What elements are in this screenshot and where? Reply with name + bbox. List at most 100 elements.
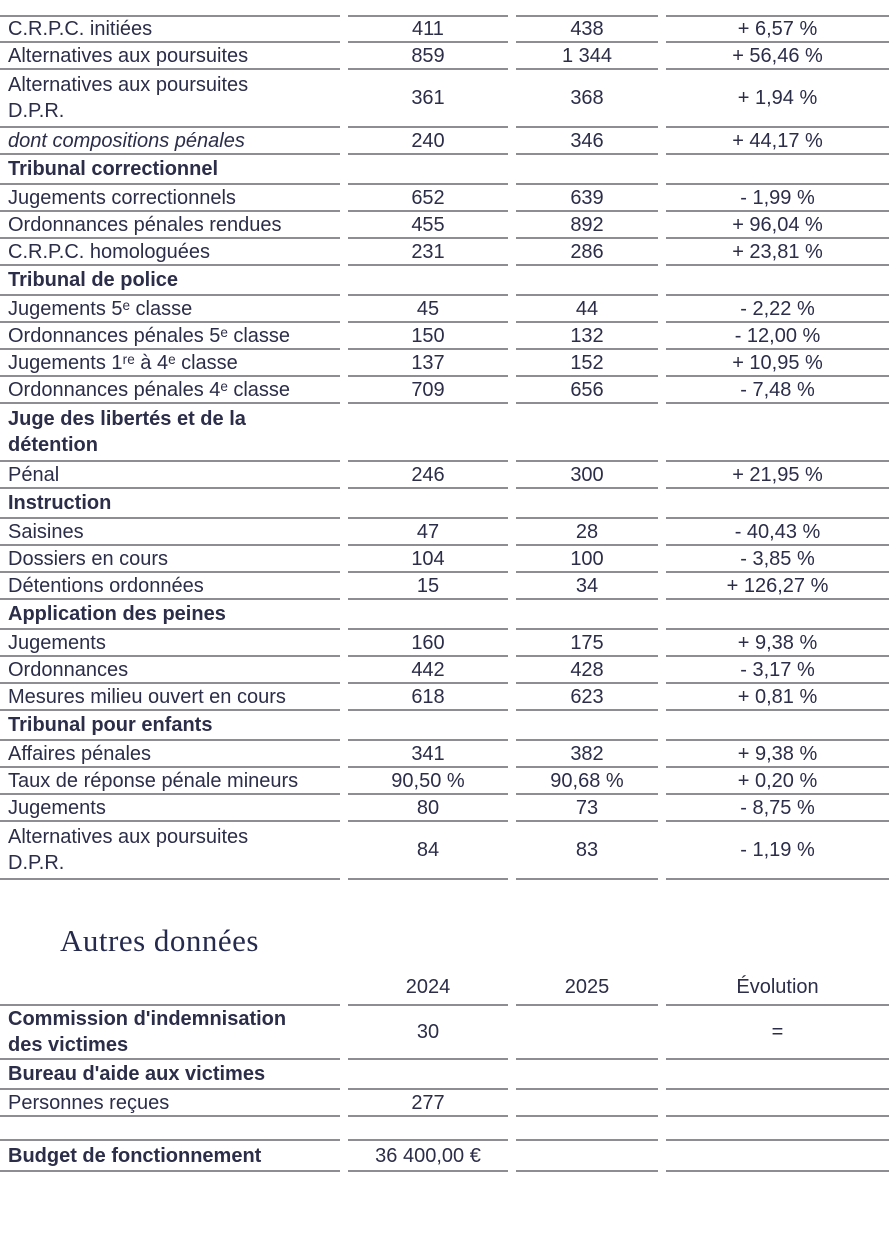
table-row: Saisines 47 28 - 40,43 %: [0, 519, 889, 546]
value-2024: 150: [348, 323, 508, 350]
value-evolution: =: [666, 1006, 889, 1060]
row-label: Affaires pénales: [0, 741, 340, 768]
value-2025: 90,68 %: [516, 768, 658, 795]
value-evolution: - 12,00 %: [666, 323, 889, 350]
value-evolution: + 9,38 %: [666, 630, 889, 657]
table-row: Jugements correctionnels 652 639 - 1,99 %: [0, 185, 889, 212]
value-2025: 175: [516, 630, 658, 657]
value-2024: 709: [348, 377, 508, 404]
row-label: Jugements: [0, 630, 340, 657]
table-row: Pénal 246 300 + 21,95 %: [0, 462, 889, 489]
row-label: Budget de fonctionnement: [0, 1141, 340, 1172]
value-2025: [516, 1006, 658, 1060]
value-2024: 30: [348, 1006, 508, 1060]
table-row: Alternatives aux poursuites D.P.R. 361 368…: [0, 70, 889, 128]
table-row: dont compositions pénales 240 346 + 44,17 %: [0, 128, 889, 155]
autres-donnees-table: 2024 2025 Évolution Commission d'indemni…: [0, 970, 889, 1172]
table-row: Jugements 160 175 + 9,38 %: [0, 630, 889, 657]
value-2025: [516, 489, 658, 519]
value-evolution: [666, 711, 889, 741]
value-evolution: - 1,19 %: [666, 822, 889, 880]
table-row: Jugements 5ᵉ classe 45 44 - 2,22 %: [0, 296, 889, 323]
header-2024: 2024: [348, 970, 508, 1006]
value-2024: 137: [348, 350, 508, 377]
row-label: Instruction: [0, 489, 340, 519]
value-2024: [348, 155, 508, 185]
row-label: Tribunal correctionnel: [0, 155, 340, 185]
value-2025: 300: [516, 462, 658, 489]
row-label: Jugements 1ʳᵉ à 4ᵉ classe: [0, 350, 340, 377]
value-evolution: + 0,20 %: [666, 768, 889, 795]
row-label: Alternatives aux poursuites D.P.R.: [0, 822, 340, 880]
row-label: Jugements: [0, 795, 340, 822]
value-2024: 84: [348, 822, 508, 880]
header-empty-cell: [0, 970, 340, 1006]
value-evolution: [666, 155, 889, 185]
table-row: Ordonnances 442 428 - 3,17 %: [0, 657, 889, 684]
section-header-row: Tribunal de police: [0, 266, 889, 296]
value-2025: [516, 404, 658, 462]
value-2024: 240: [348, 128, 508, 155]
row-label: Jugements 5ᵉ classe: [0, 296, 340, 323]
value-evolution: + 23,81 %: [666, 239, 889, 266]
row-label: Bureau d'aide aux victimes: [0, 1060, 340, 1090]
table-row: Jugements 80 73 - 8,75 %: [0, 795, 889, 822]
section-header-row: Application des peines: [0, 600, 889, 630]
value-2025: 152: [516, 350, 658, 377]
value-2024: 442: [348, 657, 508, 684]
value-evolution: [666, 1090, 889, 1117]
value-2024: 47: [348, 519, 508, 546]
value-2024: 246: [348, 462, 508, 489]
table-row: Ordonnances pénales 5ᵉ classe 150 132 - 12,…: [0, 323, 889, 350]
row-label: dont compositions pénales: [0, 128, 340, 155]
value-evolution: [666, 266, 889, 296]
row-label: Commission d'indemnisation des victimes: [0, 1006, 340, 1060]
value-2024: 231: [348, 239, 508, 266]
row-label: Jugements correctionnels: [0, 185, 340, 212]
value-2024: 80: [348, 795, 508, 822]
table-row: Commission d'indemnisation des victimes 3…: [0, 1006, 889, 1060]
row-label: [0, 1117, 340, 1141]
value-evolution: + 1,94 %: [666, 70, 889, 128]
value-evolution: - 8,75 %: [666, 795, 889, 822]
table-row: Personnes reçues 277: [0, 1090, 889, 1117]
value-2025: 382: [516, 741, 658, 768]
value-2025: [516, 1117, 658, 1141]
row-label: Alternatives aux poursuites D.P.R.: [0, 70, 340, 128]
value-evolution: - 40,43 %: [666, 519, 889, 546]
row-label: Tribunal pour enfants: [0, 711, 340, 741]
value-evolution: - 2,22 %: [666, 296, 889, 323]
value-2025: 639: [516, 185, 658, 212]
header-2025: 2025: [516, 970, 658, 1006]
section-header-row: Bureau d'aide aux victimes: [0, 1060, 889, 1090]
value-2024: [348, 404, 508, 462]
judicial-statistics-table-body: C.R.P.C. initiées 411 438 + 6,57 % Alternati…: [0, 15, 889, 880]
table-row: Ordonnances pénales 4ᵉ classe 709 656 - 7,4…: [0, 377, 889, 404]
row-label: Alternatives aux poursuites: [0, 43, 340, 70]
row-label: Juge des libertés et de la détention: [0, 404, 340, 462]
row-label: Ordonnances pénales 5ᵉ classe: [0, 323, 340, 350]
value-2025: 438: [516, 15, 658, 43]
value-evolution: [666, 1141, 889, 1172]
value-2025: 623: [516, 684, 658, 711]
value-2025: [516, 155, 658, 185]
value-2025: 368: [516, 70, 658, 128]
value-2024: 411: [348, 15, 508, 43]
value-evolution: [666, 489, 889, 519]
value-evolution: + 0,81 %: [666, 684, 889, 711]
value-evolution: - 3,85 %: [666, 546, 889, 573]
table-row: Jugements 1ʳᵉ à 4ᵉ classe 137 152 + 10,95 %: [0, 350, 889, 377]
value-2024: 455: [348, 212, 508, 239]
value-evolution: [666, 600, 889, 630]
value-2025: 28: [516, 519, 658, 546]
row-label: Taux de réponse pénale mineurs: [0, 768, 340, 795]
row-label: Personnes reçues: [0, 1090, 340, 1117]
value-2024: [348, 711, 508, 741]
value-evolution: + 10,95 %: [666, 350, 889, 377]
value-2025: [516, 1141, 658, 1172]
value-evolution: + 126,27 %: [666, 573, 889, 600]
value-2025: 346: [516, 128, 658, 155]
table-header-row: 2024 2025 Évolution: [0, 970, 889, 1006]
value-evolution: - 7,48 %: [666, 377, 889, 404]
